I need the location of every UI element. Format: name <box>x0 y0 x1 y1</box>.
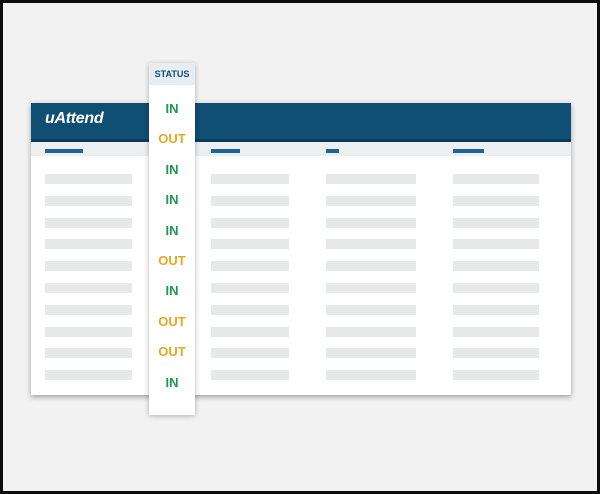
app-header: uAttend <box>31 103 571 142</box>
status-value-out: OUT <box>158 314 186 329</box>
placeholder-cell <box>211 283 289 293</box>
placeholder-cell <box>326 218 416 228</box>
app-window: uAttend <box>31 103 571 395</box>
placeholder-cell <box>326 261 416 271</box>
placeholder-cell <box>45 348 132 358</box>
status-value-out: OUT <box>158 253 186 268</box>
placeholder-cell <box>211 370 289 380</box>
placeholder-cell <box>326 327 416 337</box>
placeholder-cell <box>211 305 289 315</box>
status-value-in: IN <box>165 283 179 298</box>
placeholder-cell <box>211 218 289 228</box>
placeholder-cell <box>45 327 132 337</box>
placeholder-cell <box>453 370 539 380</box>
placeholder-cell <box>45 283 132 293</box>
placeholder-cell <box>211 174 289 184</box>
uattend-logo: uAttend <box>45 110 104 127</box>
status-value-in: IN <box>165 375 179 390</box>
column-header-placeholder <box>211 149 240 153</box>
placeholder-cell <box>326 239 416 249</box>
placeholder-cell <box>453 327 539 337</box>
placeholder-cell <box>326 174 416 184</box>
placeholder-cell <box>326 348 416 358</box>
placeholder-cell <box>211 261 289 271</box>
column-header-placeholder <box>453 149 484 153</box>
status-value-out: OUT <box>158 344 186 359</box>
status-value-in: IN <box>165 101 179 116</box>
placeholder-cell <box>45 174 132 184</box>
status-column-header: STATUS <box>149 63 195 85</box>
placeholder-cell <box>45 370 132 380</box>
status-value-in: IN <box>165 223 179 238</box>
placeholder-cell <box>211 196 289 206</box>
status-column-card: STATUS IN OUT IN IN IN OUT IN OUT OUT IN <box>149 63 195 415</box>
placeholder-cell <box>453 239 539 249</box>
placeholder-cell <box>326 283 416 293</box>
status-value-out: OUT <box>158 131 186 146</box>
placeholder-cell <box>326 305 416 315</box>
placeholder-cell <box>453 196 539 206</box>
status-value-in: IN <box>165 192 179 207</box>
placeholder-cell <box>45 261 132 271</box>
placeholder-cell <box>45 239 132 249</box>
status-value-in: IN <box>165 162 179 177</box>
placeholder-cell <box>326 196 416 206</box>
column-header-placeholder <box>45 149 83 153</box>
placeholder-cell <box>211 239 289 249</box>
column-header-bar <box>31 142 571 156</box>
placeholder-cell <box>211 327 289 337</box>
placeholder-cell <box>453 218 539 228</box>
placeholder-cell <box>453 174 539 184</box>
placeholder-cell <box>211 348 289 358</box>
placeholder-cell <box>45 218 132 228</box>
placeholder-cell <box>45 196 132 206</box>
placeholder-cell <box>453 283 539 293</box>
placeholder-cell <box>453 348 539 358</box>
placeholder-cell <box>453 261 539 271</box>
placeholder-cell <box>45 305 132 315</box>
placeholder-cell <box>326 370 416 380</box>
column-header-placeholder <box>326 149 339 153</box>
placeholder-cell <box>453 305 539 315</box>
